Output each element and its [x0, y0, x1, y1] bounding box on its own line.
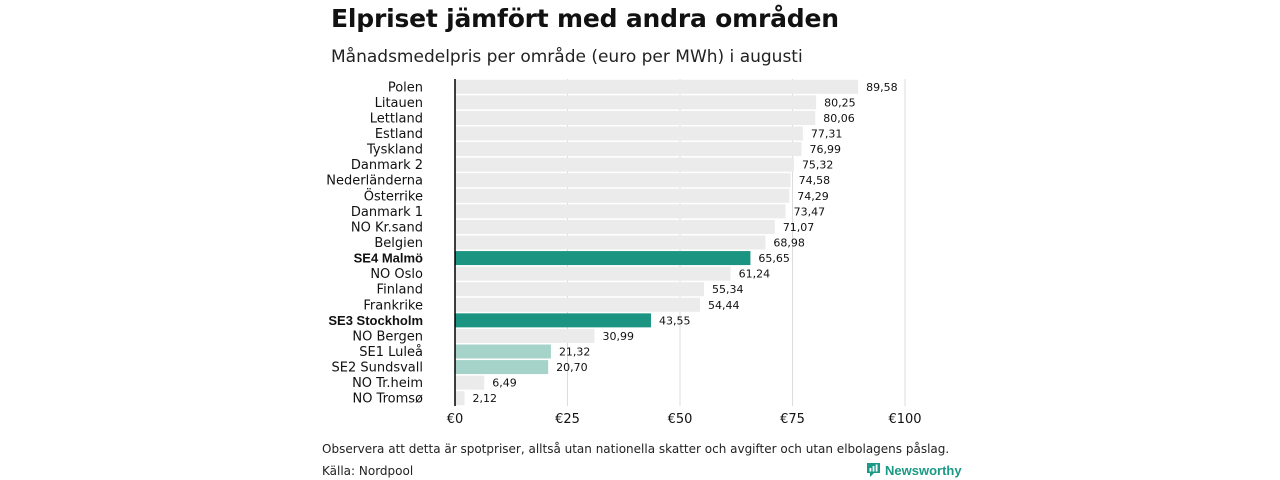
- category-label: Polen: [388, 80, 423, 95]
- bar: [455, 282, 705, 297]
- brand-name: Newsworthy: [885, 462, 962, 478]
- value-label: 43,55: [659, 314, 691, 327]
- category-label: Belgien: [374, 236, 423, 251]
- category-label: Estland: [375, 127, 423, 142]
- category-label: NO Bergen: [352, 329, 423, 344]
- category-label: Frankrike: [363, 298, 423, 313]
- category-label: Finland: [377, 283, 423, 298]
- newsworthy-brand[interactable]: Newsworthy: [866, 461, 962, 479]
- value-label: 68,98: [773, 237, 805, 250]
- bar: [455, 126, 803, 141]
- newsworthy-logo-icon: [867, 463, 880, 477]
- category-label: Österrike: [364, 187, 423, 204]
- value-label: 77,31: [811, 128, 843, 141]
- bar: [455, 297, 700, 312]
- bar: [455, 328, 595, 343]
- bar: [455, 344, 551, 359]
- bar: [455, 360, 549, 375]
- bar: [455, 204, 786, 219]
- bar: [455, 391, 465, 406]
- source-credit: Källa: Nordpool: [322, 464, 414, 478]
- bar: [455, 219, 775, 234]
- value-label: 54,44: [708, 299, 740, 312]
- bar: [455, 266, 731, 281]
- value-label: 80,25: [824, 96, 856, 109]
- category-label: Danmark 1: [351, 205, 423, 220]
- category-label: Danmark 2: [351, 158, 423, 173]
- x-tick-label: €0: [447, 412, 464, 427]
- value-label: 20,70: [556, 361, 588, 374]
- value-label: 80,06: [823, 112, 855, 125]
- category-label: NO Tromsø: [352, 392, 423, 407]
- x-tick-label: €100: [888, 412, 921, 427]
- bar: [455, 142, 802, 157]
- value-label: 2,12: [473, 392, 498, 405]
- chart-title: Elpriset jämfört med andra områden: [331, 4, 839, 33]
- value-label: 76,99: [809, 143, 841, 156]
- bar: [455, 110, 816, 125]
- value-label: 74,58: [799, 174, 831, 187]
- bar: [455, 95, 817, 110]
- category-label: SE1 Luleå: [359, 345, 423, 360]
- value-label: 75,32: [802, 159, 834, 172]
- bar: [455, 375, 485, 390]
- bar: [455, 188, 790, 203]
- category-label: SE3 Stockholm: [328, 313, 423, 328]
- bar: [455, 157, 794, 172]
- category-label: Litauen: [375, 96, 423, 111]
- x-tick-label: €50: [668, 412, 693, 427]
- footnote: Observera att detta är spotpriser, allts…: [322, 442, 950, 456]
- value-label: 61,24: [739, 268, 771, 281]
- category-label: NO Oslo: [370, 267, 423, 282]
- bar: [455, 173, 791, 188]
- value-label: 71,07: [783, 221, 815, 234]
- value-label: 89,58: [866, 81, 898, 94]
- value-label: 21,32: [559, 346, 591, 359]
- value-label: 30,99: [602, 330, 634, 343]
- category-label: Tyskland: [366, 143, 423, 158]
- value-label: 74,29: [797, 190, 829, 203]
- category-label: Lettland: [370, 111, 423, 126]
- bar: [455, 79, 859, 94]
- chart-subtitle: Månadsmedelpris per område (euro per MWh…: [331, 47, 803, 67]
- bar-chart: Polen 89,58 Litauen 80,25 Lettland 80,06 Estla…: [326, 79, 922, 427]
- value-label: 6,49: [492, 377, 516, 390]
- bar: [455, 235, 766, 250]
- category-label: NO Kr.sand: [351, 220, 423, 235]
- category-label: SE2 Sundsvall: [331, 361, 423, 376]
- category-label: Nederländerna: [326, 174, 423, 189]
- x-tick-label: €25: [555, 412, 580, 427]
- bar: [455, 251, 751, 266]
- bar: [455, 313, 651, 328]
- value-label: 65,65: [758, 252, 790, 265]
- category-label: NO Tr.heim: [352, 376, 423, 391]
- x-tick-label: €75: [780, 412, 805, 427]
- value-label: 73,47: [794, 205, 826, 218]
- category-label: SE4 Malmö: [354, 251, 423, 266]
- value-label: 55,34: [712, 283, 744, 296]
